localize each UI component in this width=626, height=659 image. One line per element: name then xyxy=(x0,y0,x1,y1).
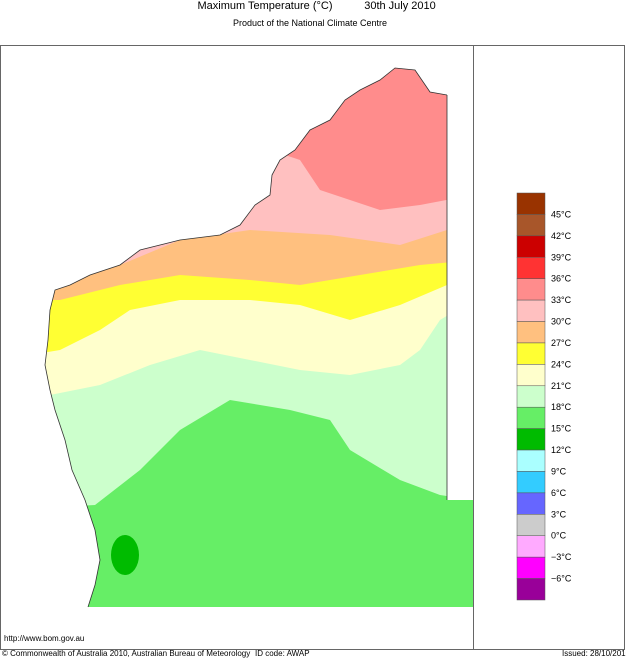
footer-id: ID code: AWAP xyxy=(255,649,310,658)
legend-swatch xyxy=(516,556,546,579)
legend-swatch xyxy=(516,257,546,279)
legend-label: 36°C xyxy=(551,274,572,284)
legend-label: −6°C xyxy=(551,574,572,584)
legend-label: 12°C xyxy=(551,445,572,455)
footer-issued: Issued: 28/10/2010 xyxy=(562,649,626,658)
map-title: Maximum Temperature (°C) xyxy=(197,0,332,12)
legend-label: 27°C xyxy=(551,338,572,348)
legend-swatch xyxy=(516,321,546,344)
map-date: 30th July 2010 xyxy=(364,0,436,12)
legend-label: 30°C xyxy=(551,317,572,327)
legend-swatch xyxy=(516,535,546,558)
legend-label: 33°C xyxy=(551,295,572,305)
legend-label: 24°C xyxy=(551,359,572,369)
legend-swatch xyxy=(516,192,546,215)
legend-label: 6°C xyxy=(551,488,567,498)
legend-swatch xyxy=(516,278,546,301)
legend-swatch xyxy=(516,385,546,408)
footer-url: http://www.bom.gov.au xyxy=(4,634,84,643)
legend-swatch xyxy=(516,428,546,451)
band xyxy=(111,535,139,575)
legend-label: 18°C xyxy=(551,402,572,412)
legend-label: 39°C xyxy=(551,252,572,262)
legend-swatch xyxy=(516,235,546,258)
legend-swatch xyxy=(516,449,546,472)
map-subtitle: Product of the National Climate Centre xyxy=(233,18,387,28)
legend-label: 21°C xyxy=(551,381,572,391)
legend: 45°C 42°C 39°C 36°C 33°C 30°C 27°C 24°C 21°C 18°C… xyxy=(516,192,572,601)
legend-swatch xyxy=(516,342,546,365)
band xyxy=(45,68,473,210)
coastline xyxy=(44,67,448,608)
legend-swatch xyxy=(516,514,546,536)
legend-label: 42°C xyxy=(551,231,572,241)
legend-swatch xyxy=(516,492,546,515)
footer-copyright: © Commonwealth of Australia 2010, Austra… xyxy=(2,649,250,658)
frame xyxy=(0,45,625,650)
legend-swatch xyxy=(516,299,546,322)
legend-label: 9°C xyxy=(551,466,567,476)
legend-label: 45°C xyxy=(551,209,572,219)
legend-label: −3°C xyxy=(551,552,572,562)
legend-label: 3°C xyxy=(551,509,567,519)
legend-swatch xyxy=(516,364,546,387)
legend-label: 0°C xyxy=(551,531,567,541)
temperature-bands xyxy=(45,68,473,607)
legend-label: 15°C xyxy=(551,424,572,434)
legend-swatch xyxy=(516,406,546,429)
legend-swatch xyxy=(516,578,546,601)
legend-swatch xyxy=(516,214,546,237)
legend-swatch xyxy=(516,471,546,494)
